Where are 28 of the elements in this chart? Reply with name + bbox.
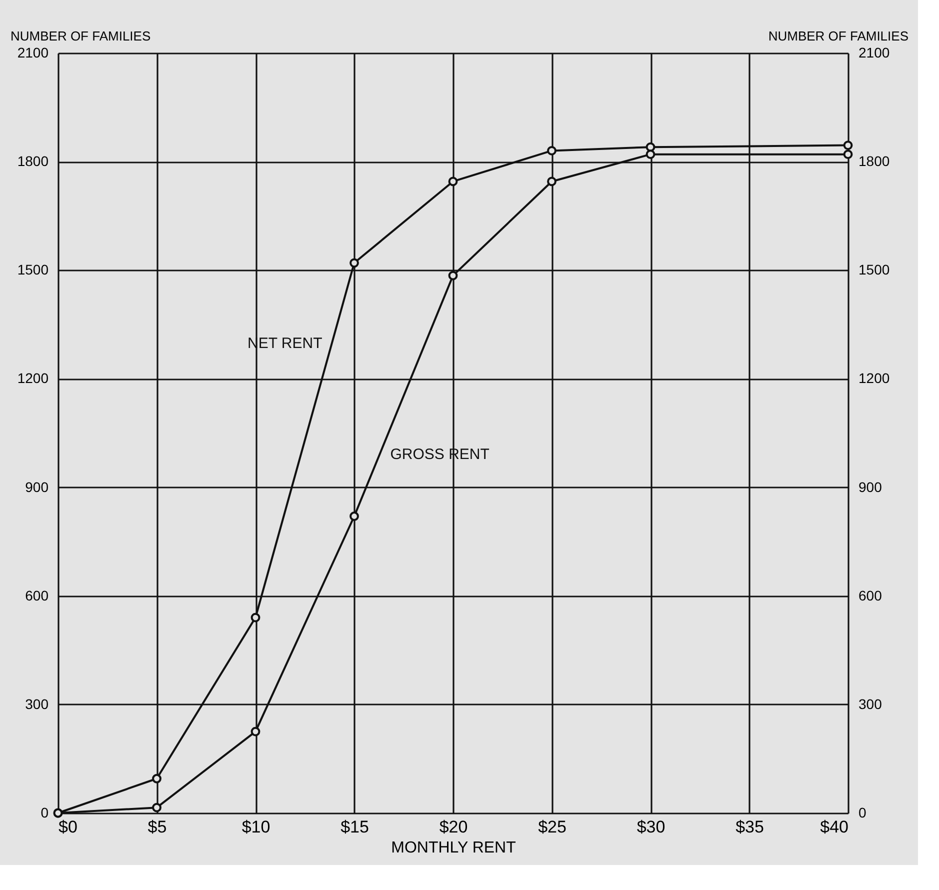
y-tick-label: 1800 (17, 153, 49, 170)
y-tick-label: 300 (25, 696, 49, 712)
x-tick-label: $25 (538, 818, 566, 836)
y-tick-label: 900 (25, 478, 49, 495)
y2-axis-title: NUMBER OF FAMILIES (768, 28, 909, 44)
x-tick-label: $0 (58, 818, 78, 836)
x-tick-label: $15 (340, 818, 369, 836)
x-tick-label: $40 (820, 818, 848, 836)
x-tick-label: $30 (636, 818, 666, 836)
x-tick-label: $10 (242, 818, 270, 836)
y-tick-label: 1500 (17, 262, 49, 278)
y2-tick-label: 1500 (858, 262, 890, 278)
y2-tick-label: 1200 (858, 370, 890, 386)
y2-tick-label: 0 (858, 804, 866, 820)
y2-tick-label: 300 (858, 696, 882, 712)
y2-tick-label: 600 (858, 587, 882, 604)
y-tick-label: 2100 (17, 44, 49, 60)
y2-tick-label: 2100 (858, 44, 890, 60)
x-axis-title: MONTHLY RENT (391, 840, 516, 856)
x-tick-label: $5 (148, 818, 167, 836)
x-tick-label: $20 (439, 818, 468, 836)
y-tick-label: 600 (25, 587, 49, 604)
y2-tick-label: 900 (858, 478, 882, 495)
y-axis-title: NUMBER OF FAMILIES (10, 28, 151, 44)
x-tick-label: $35 (736, 818, 764, 836)
y-tick-label: 0 (40, 804, 49, 820)
y-tick-label: 1200 (17, 370, 49, 386)
y2-tick-label: 1800 (858, 153, 890, 170)
